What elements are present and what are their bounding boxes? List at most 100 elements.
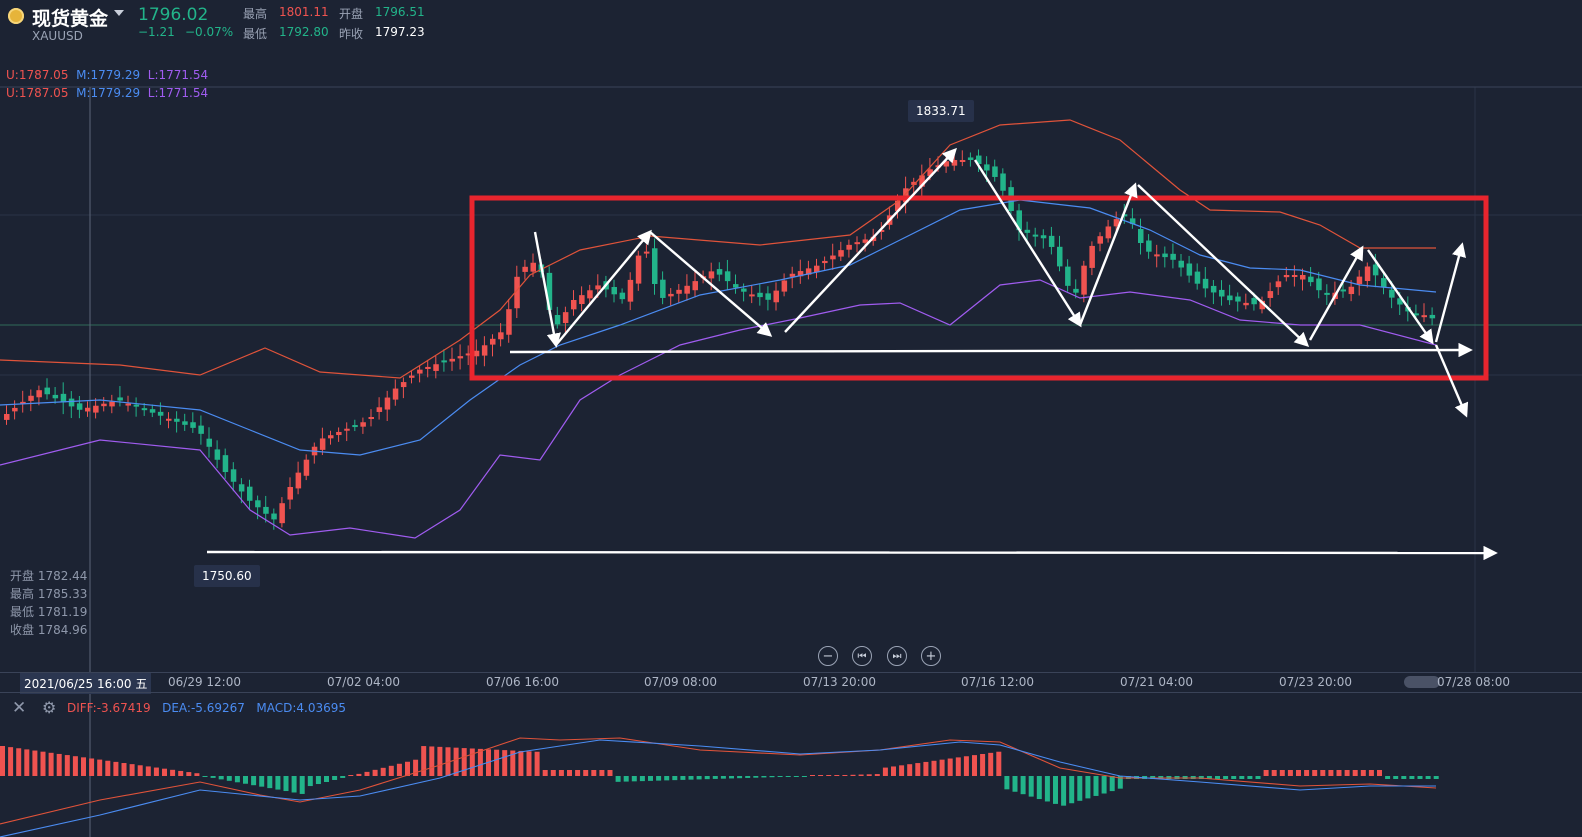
zoom-in-button[interactable]: + [921, 646, 941, 666]
boll-mid-line [0, 199, 1437, 456]
candle-body [579, 295, 585, 305]
candle-body [1300, 275, 1306, 280]
close-icon[interactable]: ✕ [12, 698, 27, 718]
macd-bar [202, 776, 208, 777]
macd-bar [591, 770, 597, 776]
candle-body [554, 314, 561, 325]
candle-body [668, 293, 674, 297]
macd-bar [558, 770, 564, 776]
macd-bar [372, 769, 378, 776]
candle-body [660, 279, 666, 298]
candle-body [919, 175, 925, 187]
macd-bar [1279, 770, 1285, 776]
candle-body [328, 435, 334, 439]
macd-bar [413, 759, 419, 776]
macd-diff: DIFF:-3.67419 [67, 701, 151, 715]
candle-body [1340, 289, 1346, 292]
macd-bar [324, 776, 329, 782]
low-value: 1792.80 [279, 25, 329, 39]
macd-bar [145, 766, 151, 776]
time-label: 07/16 12:00 [961, 675, 1034, 689]
macd-bar [105, 760, 111, 776]
macd-bar [1255, 776, 1261, 779]
candle-body [619, 292, 626, 300]
macd-bar [1061, 776, 1067, 806]
macd-bar [631, 776, 637, 782]
candle-body [878, 229, 885, 232]
macd-bar [639, 776, 645, 782]
macd-bar [1077, 776, 1083, 801]
trend-arrow [1434, 242, 1466, 343]
macd-bar [1020, 776, 1026, 795]
candle-body [733, 284, 739, 288]
macd-bar [664, 776, 670, 781]
boll-lower: L:1771.54 [147, 86, 209, 100]
macd-bar [405, 761, 410, 776]
zoom-out-button[interactable]: − [818, 646, 838, 666]
candle-body [765, 293, 771, 300]
chevron-down-icon[interactable] [114, 10, 124, 16]
macd-bar [1004, 776, 1010, 790]
candle-body [757, 292, 763, 298]
macd-bar [793, 776, 799, 777]
macd-bar [1409, 776, 1415, 779]
macd-bar [445, 747, 451, 776]
macd-bar [1271, 770, 1277, 776]
candle-body [854, 242, 860, 245]
macd-bar [599, 770, 605, 776]
candle-body [238, 484, 245, 492]
boll-mid: M:1779.29 [76, 68, 141, 82]
macd-bar [680, 776, 686, 780]
candle-body [28, 395, 34, 401]
candle-body [52, 394, 59, 399]
candle-body [230, 469, 237, 482]
macd-bar [162, 768, 167, 776]
instrument-code: XAUUSD [32, 29, 83, 43]
macd-bar [243, 776, 248, 784]
macd-bar [461, 748, 467, 776]
candle-body [457, 356, 464, 359]
macd-bar [502, 750, 508, 776]
macd-bar [8, 747, 14, 776]
macd-bar [510, 750, 516, 776]
candle-body [1032, 234, 1039, 237]
macd-bar [1223, 776, 1229, 779]
macd-bar [1336, 770, 1342, 776]
macd-bar [186, 772, 192, 776]
scroll-handle[interactable] [1404, 676, 1440, 688]
macd-bar [291, 776, 297, 793]
macd-bar [648, 776, 653, 781]
candle-body [352, 425, 358, 428]
gear-icon[interactable]: ⚙ [42, 698, 57, 717]
time-label: 07/23 20:00 [1279, 675, 1352, 689]
candle-body [1364, 266, 1371, 281]
macd-bar [923, 761, 929, 776]
time-label: 07/13 20:00 [803, 675, 876, 689]
candle-body [1040, 235, 1047, 239]
candle-body [182, 421, 188, 425]
candle-body [174, 418, 180, 422]
step-forward-button[interactable]: ⏭ [887, 646, 907, 666]
macd-bar [1377, 770, 1382, 776]
candle-body [271, 513, 277, 520]
candle-body [1065, 266, 1071, 286]
candle-body [287, 487, 293, 500]
macd-bar [380, 767, 386, 776]
step-back-button[interactable]: ⏮ [852, 646, 872, 666]
macd-bar [1109, 776, 1115, 792]
candle-body [797, 271, 804, 277]
macd-bar [696, 776, 702, 780]
candle-body [336, 431, 342, 436]
candle-body [846, 244, 852, 250]
candle-body [117, 397, 123, 401]
macd-bar [769, 776, 775, 778]
macd-bar [1028, 776, 1034, 797]
instrument-name[interactable]: 现货黄金 [32, 8, 109, 30]
macd-bar [753, 776, 759, 778]
candle-body [1397, 298, 1403, 305]
open-value: 1796.51 [375, 5, 425, 19]
macd-bar [623, 776, 629, 782]
candle-body [530, 262, 536, 272]
candle-body [805, 268, 812, 275]
